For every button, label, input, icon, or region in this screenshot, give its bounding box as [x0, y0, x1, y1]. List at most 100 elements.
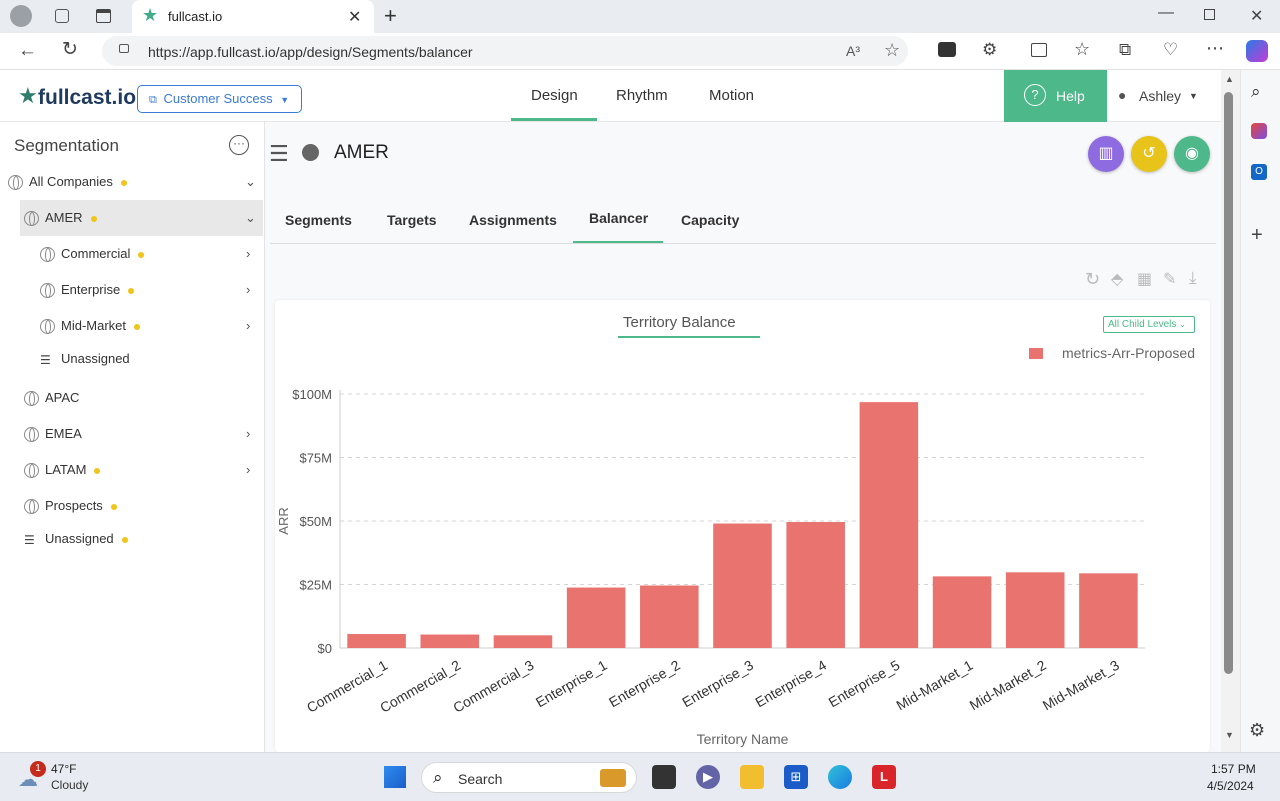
y-tick-label: $25M — [299, 578, 332, 593]
read-aloud-icon[interactable]: A³ — [846, 43, 860, 59]
taskbar-search[interactable]: ⌕ Search — [421, 762, 637, 793]
level-select-label: All Child Levels — [1108, 319, 1177, 330]
app-logo[interactable]: fullcast.io — [38, 86, 137, 109]
scroll-up-icon[interactable]: ▲ — [1225, 74, 1234, 84]
bar — [713, 523, 772, 648]
tab-segments[interactable]: Segments — [285, 212, 352, 228]
edge-browser-icon[interactable] — [828, 765, 852, 789]
tab-title: fullcast.io — [168, 9, 223, 24]
sidebar-item-label: EMEA — [45, 426, 82, 441]
status-dot — [128, 287, 135, 294]
teams-icon[interactable]: ▶ — [696, 765, 720, 789]
chevron-down-icon[interactable]: ⌄ — [245, 174, 256, 189]
weather-desc[interactable]: Cloudy — [51, 778, 89, 792]
nav-motion[interactable]: Motion — [709, 87, 755, 104]
help-button[interactable]: ? Help — [1004, 70, 1107, 122]
chevron-right-icon[interactable]: › — [246, 462, 251, 477]
analytics-button[interactable]: ▥ — [1088, 136, 1124, 172]
sidebar-item-mid-market[interactable]: Mid-Market › — [40, 308, 263, 344]
chevron-down-icon[interactable]: ⌄ — [245, 210, 256, 225]
tab-capacity[interactable]: Capacity — [681, 212, 740, 228]
scroll-thumb[interactable] — [1224, 92, 1233, 674]
task-view-icon[interactable] — [652, 765, 676, 789]
tab-assignments[interactable]: Assignments — [469, 212, 557, 228]
refresh-icon[interactable]: ↻ — [1085, 269, 1101, 289]
browser-tab[interactable]: ★ fullcast.io ✕ — [132, 0, 374, 33]
url-text[interactable]: https://app.fullcast.io/app/design/Segme… — [148, 44, 473, 60]
store-icon[interactable]: ⊞ — [784, 765, 808, 789]
close-tab-icon[interactable]: ✕ — [348, 9, 362, 26]
settings-gear-icon[interactable]: ⚙ — [1249, 720, 1266, 740]
sidebar-item-commercial[interactable]: Commercial › — [40, 236, 263, 272]
bar — [566, 587, 626, 648]
tab-actions-icon[interactable] — [96, 9, 111, 23]
segmentation-sidebar: Segmentation ··· All Companies ⌄ AMER ⌄ … — [0, 122, 265, 752]
nav-design[interactable]: Design — [531, 87, 578, 104]
edit-icon[interactable]: ✎ — [1163, 271, 1177, 288]
windows-start-icon[interactable] — [384, 766, 406, 788]
puzzle-icon[interactable]: ⚙ — [982, 40, 998, 59]
performance-icon[interactable]: ♡ — [1163, 40, 1179, 59]
status-dot — [94, 467, 101, 474]
more-menu-icon[interactable]: ⋯ — [1206, 38, 1224, 58]
list-icon: ☰ — [24, 532, 35, 547]
table-icon[interactable]: ▦ — [1137, 271, 1153, 288]
favorites-icon[interactable]: ☆ — [1074, 39, 1091, 59]
sidebar-more-icon[interactable]: ··· — [229, 135, 249, 155]
chevron-right-icon[interactable]: › — [246, 318, 251, 333]
user-menu-caret-icon[interactable]: ▼ — [1189, 91, 1198, 101]
restore-icon[interactable] — [1204, 9, 1215, 20]
sidebar-item-latam[interactable]: LATAM › — [24, 452, 263, 488]
minimize-icon[interactable]: — — [1158, 4, 1174, 21]
split-screen-icon[interactable] — [1031, 43, 1047, 57]
sidebar-item-prospects[interactable]: Prospects — [24, 488, 263, 524]
outlook-icon[interactable]: O — [1251, 164, 1267, 180]
download-icon[interactable]: ⤓ — [1189, 268, 1197, 287]
tab-balancer[interactable]: Balancer — [589, 210, 649, 226]
chevron-right-icon[interactable]: › — [246, 426, 251, 441]
sidebar-item-emea[interactable]: EMEA › — [24, 416, 263, 452]
org-icon: ⧉ — [149, 94, 157, 106]
app-l-icon[interactable]: L — [872, 765, 896, 789]
extension-icon[interactable] — [938, 42, 956, 57]
preview-button[interactable]: ◉ — [1174, 136, 1210, 172]
file-explorer-icon[interactable] — [740, 765, 764, 789]
back-icon[interactable]: ← — [18, 40, 37, 61]
add-sidebar-icon[interactable]: + — [1251, 224, 1263, 246]
new-tab-icon[interactable]: + — [384, 3, 397, 28]
workspaces-icon[interactable] — [55, 9, 69, 23]
office-icon[interactable] — [1251, 123, 1267, 139]
close-window-icon[interactable]: ✕ — [1250, 8, 1264, 25]
tab-targets[interactable]: Targets — [387, 212, 437, 228]
collections-icon[interactable]: ⧉ — [1119, 40, 1132, 59]
weather-temp[interactable]: 47°F — [51, 762, 77, 776]
refresh-icon[interactable]: ↻ — [62, 39, 78, 60]
sidebar-item-all-companies[interactable]: All Companies ⌄ — [8, 164, 263, 200]
clock-date[interactable]: 4/5/2024 — [1207, 779, 1254, 793]
hamburger-menu-icon[interactable]: ☰ — [269, 141, 289, 166]
sidebar-item-amer-unassigned[interactable]: ☰ Unassigned — [40, 341, 263, 377]
url-box[interactable]: https://app.fullcast.io/app/design/Segme… — [102, 36, 908, 66]
clock-time[interactable]: 1:57 PM — [1211, 762, 1256, 776]
x-axis-label: Territory Name — [697, 731, 789, 747]
favorite-star-icon[interactable]: ☆ — [884, 40, 901, 60]
globe-icon — [24, 391, 39, 407]
user-name[interactable]: Ashley — [1139, 88, 1182, 104]
nav-rhythm[interactable]: Rhythm — [616, 87, 668, 104]
scroll-down-icon[interactable]: ▼ — [1225, 730, 1234, 740]
sidebar-item-unassigned[interactable]: ☰ Unassigned — [24, 521, 263, 557]
sidebar-item-apac[interactable]: APAC — [24, 380, 263, 416]
sidebar-item-amer[interactable]: AMER ⌄ — [20, 200, 263, 236]
search-icon[interactable]: ⌕ — [1251, 82, 1261, 101]
chevron-right-icon[interactable]: › — [246, 246, 251, 261]
tag-icon[interactable]: ⬘ — [1111, 271, 1124, 288]
copilot-icon[interactable] — [1246, 40, 1268, 62]
org-selector[interactable]: ⧉ Customer Success ▼ — [137, 85, 302, 113]
chevron-right-icon[interactable]: › — [246, 282, 251, 297]
bar — [786, 522, 845, 648]
globe-icon — [24, 499, 39, 515]
history-button[interactable]: ↺ — [1131, 136, 1167, 172]
sidebar-item-enterprise[interactable]: Enterprise › — [40, 272, 263, 308]
level-select[interactable]: All Child Levels ⌄ — [1103, 316, 1195, 333]
profile-icon[interactable] — [10, 5, 32, 27]
